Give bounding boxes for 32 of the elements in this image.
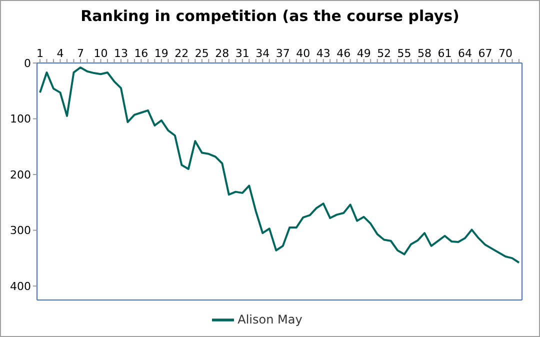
x-tick-label: 1 xyxy=(36,47,44,60)
x-tick-label: 40 xyxy=(296,47,310,60)
x-tick-label: 19 xyxy=(154,47,168,60)
x-tick-label: 34 xyxy=(256,47,270,60)
x-tick-label: 16 xyxy=(134,47,148,60)
x-tick-label: 28 xyxy=(215,47,230,60)
y-tick-label: 0 xyxy=(24,56,31,70)
x-tick-label: 37 xyxy=(276,47,290,60)
x-tick-label: 25 xyxy=(194,47,209,60)
x-tick-label: 7 xyxy=(76,47,84,60)
x-tick-label: 4 xyxy=(56,47,64,60)
x-tick-label: 70 xyxy=(498,47,513,60)
x-tick-label: 13 xyxy=(114,47,128,60)
x-tick-label: 31 xyxy=(235,47,250,60)
x-tick-label: 52 xyxy=(377,47,392,60)
x-tick-label: 64 xyxy=(458,47,472,60)
x-tick-label: 46 xyxy=(336,47,351,60)
x-tick-label: 22 xyxy=(174,47,189,60)
legend-label: Alison May xyxy=(238,312,302,326)
x-tick-label: 43 xyxy=(316,47,330,60)
x-tick-label: 49 xyxy=(356,47,371,60)
x-tick-label: 55 xyxy=(397,47,412,60)
x-tick-label: 58 xyxy=(418,47,432,60)
chart-title: Ranking in competition (as the course plays) xyxy=(80,7,460,25)
y-tick-label: 300 xyxy=(10,224,31,238)
y-tick-label: 200 xyxy=(10,168,31,182)
y-tick-label: 400 xyxy=(10,280,31,293)
line-series xyxy=(39,66,520,264)
x-tick-label: 67 xyxy=(478,47,492,60)
x-tick-label: 10 xyxy=(94,47,108,60)
y-tick-label: 100 xyxy=(10,112,31,126)
x-tick-label: 61 xyxy=(438,47,452,60)
